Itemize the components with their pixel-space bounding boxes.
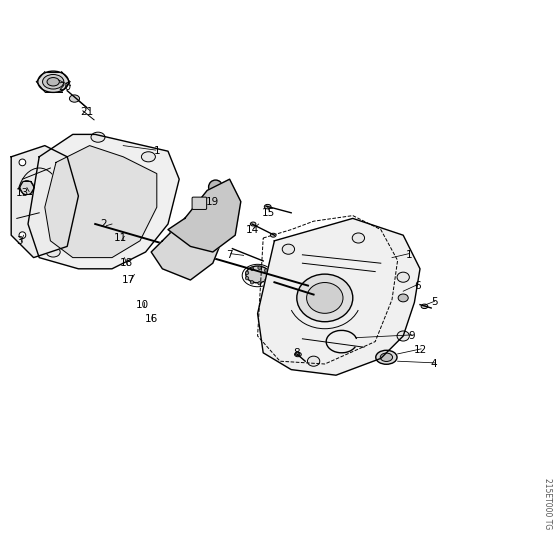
Text: 19: 19 [206, 197, 220, 207]
Text: 4: 4 [431, 359, 437, 369]
Text: 2: 2 [100, 219, 107, 229]
Text: 11: 11 [114, 233, 127, 243]
Ellipse shape [295, 352, 301, 357]
Ellipse shape [129, 231, 132, 234]
Text: 18: 18 [119, 258, 133, 268]
Text: 3: 3 [16, 236, 23, 246]
Ellipse shape [245, 277, 249, 280]
Text: 21: 21 [80, 107, 94, 117]
Ellipse shape [123, 229, 126, 232]
Ellipse shape [397, 272, 409, 282]
Ellipse shape [246, 266, 269, 283]
Ellipse shape [123, 241, 126, 244]
Ellipse shape [132, 235, 135, 238]
Text: 5: 5 [431, 297, 437, 307]
Ellipse shape [307, 283, 343, 314]
Ellipse shape [109, 223, 132, 239]
Ellipse shape [421, 304, 428, 309]
Text: 16: 16 [144, 314, 158, 324]
Ellipse shape [64, 159, 71, 166]
Ellipse shape [397, 331, 409, 341]
Ellipse shape [376, 351, 397, 365]
Ellipse shape [267, 274, 270, 277]
Ellipse shape [41, 152, 55, 162]
Ellipse shape [86, 189, 122, 226]
Ellipse shape [19, 232, 26, 239]
Text: 215ET000 TG: 215ET000 TG [543, 478, 552, 530]
Ellipse shape [352, 233, 365, 243]
Ellipse shape [264, 204, 271, 209]
Text: 1: 1 [405, 250, 412, 260]
Ellipse shape [258, 282, 261, 285]
Polygon shape [258, 218, 420, 375]
Ellipse shape [129, 239, 132, 242]
Ellipse shape [250, 281, 254, 284]
Text: 1: 1 [153, 146, 160, 156]
Polygon shape [11, 146, 78, 258]
Text: 7: 7 [226, 250, 233, 260]
Text: 20: 20 [58, 82, 71, 92]
Ellipse shape [250, 267, 254, 270]
Ellipse shape [69, 95, 80, 102]
Ellipse shape [264, 269, 268, 272]
Ellipse shape [307, 356, 320, 366]
Ellipse shape [270, 234, 276, 237]
Text: 14: 14 [245, 225, 259, 235]
Polygon shape [168, 179, 241, 252]
Text: 10: 10 [136, 300, 150, 310]
Ellipse shape [250, 222, 256, 226]
Ellipse shape [258, 266, 261, 269]
Ellipse shape [398, 294, 408, 302]
Ellipse shape [209, 180, 223, 194]
Ellipse shape [116, 239, 119, 242]
Polygon shape [151, 207, 224, 280]
Text: 9: 9 [408, 331, 415, 341]
Ellipse shape [91, 132, 105, 142]
Text: 15: 15 [262, 208, 276, 218]
Ellipse shape [282, 244, 295, 254]
Ellipse shape [245, 271, 249, 274]
Ellipse shape [43, 74, 64, 89]
Text: 12: 12 [413, 345, 427, 355]
Ellipse shape [46, 247, 60, 257]
Ellipse shape [20, 181, 34, 195]
Text: 13: 13 [16, 188, 29, 198]
Ellipse shape [116, 231, 119, 234]
FancyBboxPatch shape [192, 197, 207, 209]
Ellipse shape [38, 71, 69, 92]
Ellipse shape [170, 226, 183, 239]
Ellipse shape [19, 159, 26, 166]
Ellipse shape [114, 235, 117, 238]
Ellipse shape [142, 152, 156, 162]
Ellipse shape [77, 180, 130, 234]
Text: 17: 17 [122, 275, 136, 285]
Ellipse shape [297, 274, 353, 321]
Ellipse shape [380, 353, 393, 362]
Ellipse shape [47, 78, 59, 86]
Polygon shape [45, 146, 157, 258]
Text: 6: 6 [414, 281, 421, 291]
Ellipse shape [264, 279, 268, 282]
Polygon shape [28, 134, 179, 269]
Ellipse shape [110, 226, 138, 246]
Ellipse shape [115, 230, 133, 243]
Text: 8: 8 [293, 348, 300, 358]
